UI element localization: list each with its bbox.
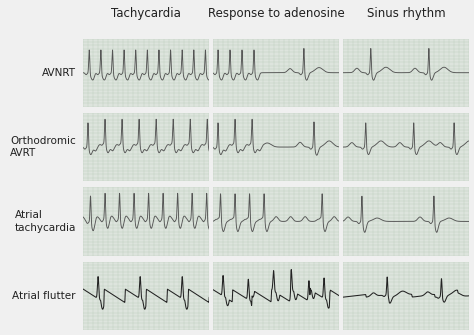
Text: Atrial flutter: Atrial flutter bbox=[12, 291, 76, 301]
Text: Response to adenosine: Response to adenosine bbox=[208, 7, 345, 20]
Text: Atrial
tachycardia: Atrial tachycardia bbox=[15, 210, 76, 232]
Text: Tachycardia: Tachycardia bbox=[111, 7, 181, 20]
Text: AVNRT: AVNRT bbox=[42, 68, 76, 78]
Text: Sinus rhythm: Sinus rhythm bbox=[367, 7, 446, 20]
Text: Orthodromic
AVRT: Orthodromic AVRT bbox=[10, 136, 76, 158]
